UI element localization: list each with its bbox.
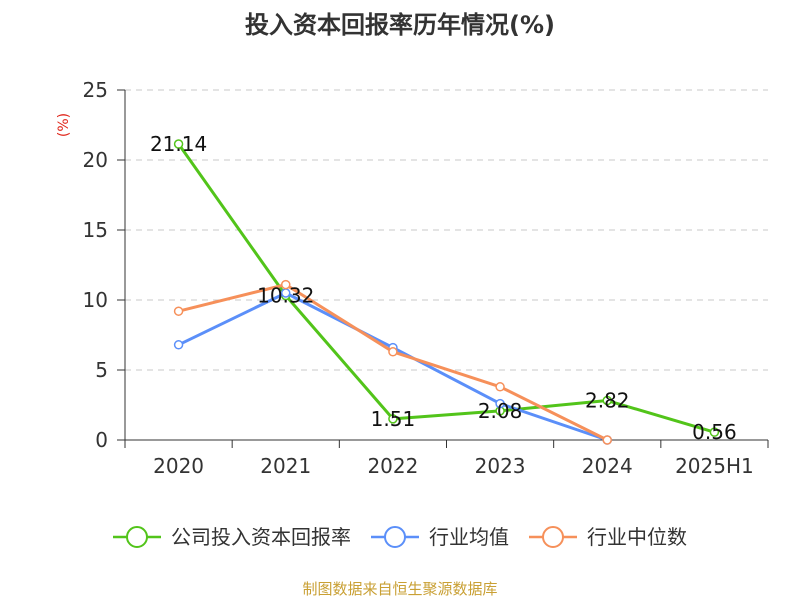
data-point <box>602 435 612 445</box>
data-point <box>709 427 720 437</box>
grid <box>125 89 768 371</box>
legend-item-0: 公司投入资本回报率 <box>113 525 351 549</box>
data-point <box>173 306 184 316</box>
y-axis-unit-label: (%) <box>56 113 72 137</box>
data-label: 0.56 <box>692 420 737 444</box>
data-point <box>388 347 398 357</box>
y-tick-label: 20 <box>83 148 108 172</box>
legend-marker <box>126 526 148 548</box>
legend-label: 公司投入资本回报率 <box>171 525 351 549</box>
legend-item-2: 行业中位数 <box>529 525 687 549</box>
data-point <box>281 279 291 290</box>
data-label: 10.32 <box>257 284 314 308</box>
data-point <box>173 139 184 149</box>
y-tick-label: 25 <box>83 78 108 102</box>
x-tick-label: 2025H1 <box>675 454 754 478</box>
chart-title: 投入资本回报率历年情况(%) <box>245 11 555 39</box>
legend-item-1: 行业均值 <box>371 525 509 549</box>
legend-label: 行业中位数 <box>587 525 687 549</box>
data-point <box>495 398 505 409</box>
x-tick-label: 2021 <box>260 454 311 478</box>
x-tick-label: 2023 <box>475 454 526 478</box>
legend-marker <box>542 526 564 548</box>
x-tick-label: 2020 <box>153 454 204 478</box>
data-label: 2.82 <box>585 389 630 413</box>
data-labels: 21.14 10.32 1.51 2.08 2.82 0.56 <box>150 132 737 444</box>
y-tick-label: 15 <box>83 218 108 242</box>
data-label: 2.08 <box>478 399 523 423</box>
data-point <box>173 340 184 350</box>
y-tick-label: 5 <box>95 358 108 382</box>
legend: 公司投入资本回报率 行业均值 行业中位数 <box>113 525 687 549</box>
y-tick-label: 0 <box>95 428 108 452</box>
data-source-note: 制图数据来自恒生聚源数据库 <box>302 580 497 598</box>
legend-label: 行业均值 <box>429 525 509 549</box>
series-line-0 <box>177 143 715 434</box>
data-label: 21.14 <box>150 132 207 156</box>
axes: 0 5 10 15 20 25 2020 2021 2022 2023 2024 2025H1 <box>83 78 769 478</box>
series-lines <box>173 139 720 445</box>
y-tick-label: 10 <box>83 288 108 312</box>
data-point <box>602 395 612 406</box>
x-tick-label: 2024 <box>582 454 633 478</box>
data-label: 1.51 <box>371 407 416 431</box>
x-tick-label: 2022 <box>367 454 418 478</box>
legend-marker <box>384 526 406 548</box>
data-point <box>388 414 398 424</box>
data-point <box>495 382 505 392</box>
